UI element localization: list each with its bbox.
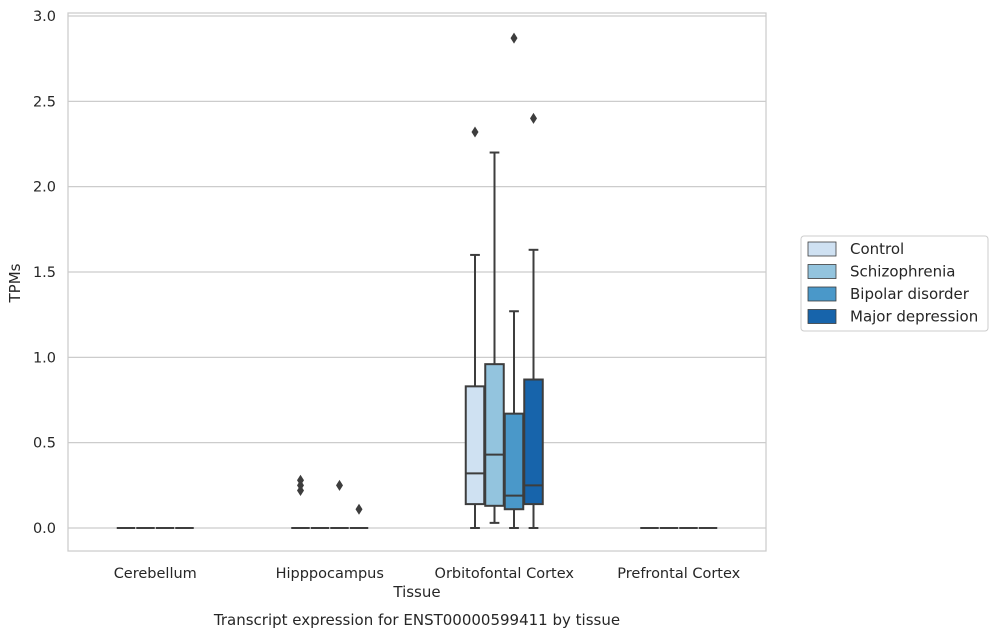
legend-swatch bbox=[807, 241, 837, 257]
y-tick-label: 0.5 bbox=[33, 436, 56, 452]
legend-item: Control bbox=[807, 240, 904, 258]
series-control bbox=[116, 126, 659, 529]
x-axis-title: Tissue bbox=[392, 583, 440, 601]
legend-label: Control bbox=[850, 240, 904, 258]
y-tick-label: 2.5 bbox=[33, 94, 56, 110]
y-tick-label: 1.0 bbox=[33, 350, 56, 366]
outlier-point bbox=[336, 479, 343, 491]
x-tick-label: Orbitofontal Cortex bbox=[435, 566, 575, 582]
outlier-point bbox=[530, 112, 537, 124]
y-tick-labels: 0.0 0.5 1.0 1.5 2.0 2.5 3.0 bbox=[33, 9, 56, 537]
legend-swatch bbox=[807, 286, 837, 302]
outlier-point bbox=[355, 503, 363, 515]
outlier-point bbox=[297, 474, 304, 486]
x-tick-label: Prefrontal Cortex bbox=[617, 566, 740, 582]
box bbox=[291, 474, 310, 529]
box bbox=[349, 503, 369, 529]
box bbox=[330, 479, 349, 529]
series-bipolar-disorder bbox=[155, 32, 698, 529]
legend-frame bbox=[800, 235, 989, 332]
y-tick-label: 0.0 bbox=[33, 521, 56, 537]
legend-item: Major depression bbox=[807, 308, 978, 326]
legend: Control Schizophrenia Bipolar disorder Majo… bbox=[800, 235, 989, 332]
box-body bbox=[464, 385, 486, 506]
legend-swatch bbox=[807, 264, 837, 279]
y-axis-title: TPMs bbox=[6, 263, 24, 303]
box-series bbox=[116, 32, 718, 529]
x-tick-label: Hipppocampus bbox=[276, 566, 384, 582]
legend-item: Bipolar disorder bbox=[807, 285, 970, 303]
box bbox=[523, 112, 544, 529]
legend-label: Major depression bbox=[850, 308, 978, 326]
legend-items: Control Schizophrenia Bipolar disorder Majo… bbox=[807, 240, 978, 326]
legend-swatch bbox=[807, 309, 837, 324]
outlier-point bbox=[471, 126, 479, 138]
y-tick-label: 3.0 bbox=[33, 9, 56, 25]
plot-area bbox=[67, 12, 767, 552]
y-tick-label: 2.0 bbox=[33, 180, 56, 196]
x-tick-label: Cerebellum bbox=[114, 566, 197, 582]
outlier-point bbox=[510, 32, 518, 44]
series-major-depression bbox=[175, 112, 718, 529]
x-tick-labels: Cerebellum Hipppocampus Orbitofontal Corte… bbox=[114, 566, 741, 582]
y-tick-label: 1.5 bbox=[33, 265, 56, 281]
legend-item: Schizophrenia bbox=[807, 263, 955, 281]
box bbox=[503, 32, 525, 529]
chart-title: Transcript expression for ENST0000059941… bbox=[213, 611, 620, 629]
legend-label: Schizophrenia bbox=[850, 263, 955, 281]
box-body bbox=[523, 378, 544, 506]
legend-label: Bipolar disorder bbox=[850, 285, 970, 303]
box-body bbox=[484, 363, 505, 507]
series-schizophrenia bbox=[136, 151, 679, 529]
y-gridlines bbox=[68, 15, 766, 529]
